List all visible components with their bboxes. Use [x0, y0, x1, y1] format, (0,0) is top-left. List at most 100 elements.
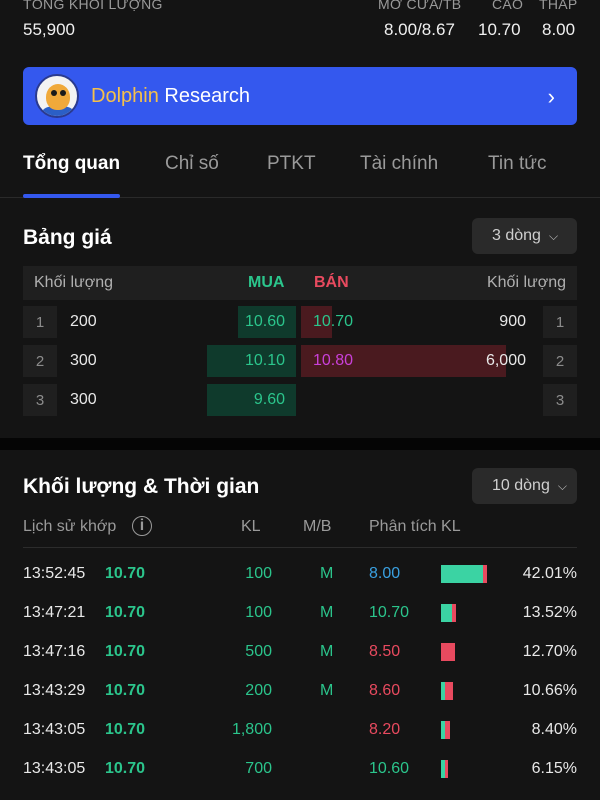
sell-header: BÁN — [314, 274, 349, 291]
ask-price[interactable]: 10.70 — [313, 313, 354, 330]
top-stats: TỔNG KHỐI LƯỢNG 55,900 MỞ CỬA/TB 8.00/8.… — [0, 0, 600, 55]
dolphin-mascot-logo — [35, 74, 79, 118]
bid-volume: 200 — [70, 313, 97, 330]
sell-share-bar — [441, 643, 455, 661]
buy-header: MUA — [248, 274, 285, 291]
buy-share-bar — [441, 604, 452, 622]
order-book-row: 1 200 10.60 10.70 900 1 — [23, 306, 577, 340]
trade-row: 13:43:29 10.70 200 M 8.60 10.66% — [23, 682, 577, 721]
ask-level-index: 2 — [543, 345, 577, 377]
bid-level-index: 3 — [23, 384, 57, 416]
order-book-rows-dropdown[interactable]: 3 dòng ⌵ — [472, 218, 577, 254]
trade-price: 10.70 — [105, 760, 146, 777]
volume-share-percent: 42.01% — [522, 565, 577, 582]
analysis-price: 10.60 — [369, 760, 410, 777]
analysis-price: 8.20 — [369, 721, 401, 738]
trade-row: 13:47:21 10.70 100 M 10.70 13.52% — [23, 604, 577, 643]
active-tab-indicator — [23, 194, 120, 198]
bid-level-index: 2 — [23, 345, 57, 377]
sell-share-bar — [445, 760, 448, 778]
mb-header: M/B — [303, 518, 332, 535]
trade-volume: 200 — [245, 682, 272, 699]
time-sales-rows-dropdown[interactable]: 10 dòng ⌵ — [472, 468, 577, 504]
order-book-title: Bảng giá — [23, 226, 112, 249]
trade-volume: 100 — [245, 604, 272, 621]
trade-time: 13:43:29 — [23, 682, 86, 699]
analysis-header: Phân tích KL — [369, 518, 461, 535]
ask-volume-header: Khối lượng — [486, 274, 566, 291]
trade-row: 13:52:45 10.70 100 M 8.00 42.01% — [23, 565, 577, 604]
trade-side: M — [320, 643, 334, 660]
ask-volume: 900 — [499, 313, 526, 330]
low-label: THẤP — [539, 0, 578, 12]
analysis-price: 8.60 — [369, 682, 401, 699]
volume-share-percent: 13.52% — [522, 604, 577, 621]
bid-depth-bar — [238, 306, 296, 338]
volume-share-percent: 12.70% — [522, 643, 577, 660]
trade-row: 13:43:05 10.70 700 10.60 6.15% — [23, 760, 577, 799]
sell-share-bar — [483, 565, 487, 583]
low-value: 8.00 — [542, 20, 576, 39]
trade-price: 10.70 — [105, 643, 146, 660]
trade-price: 10.70 — [105, 604, 146, 621]
buy-share-bar — [441, 565, 483, 583]
trade-volume: 700 — [245, 760, 272, 777]
chevron-right-icon[interactable]: › — [547, 84, 555, 109]
trade-side: M — [320, 682, 334, 699]
info-icon[interactable]: i — [132, 516, 152, 536]
bid-level-index: 1 — [23, 306, 57, 338]
tab-tin-tuc[interactable]: Tin tức — [488, 153, 547, 174]
trade-time: 13:47:21 — [23, 604, 86, 621]
trade-side: M — [320, 604, 334, 621]
chevron-down-icon: ⌵ — [548, 228, 559, 243]
ask-level-index: 3 — [543, 384, 577, 416]
ask-price[interactable]: 10.80 — [313, 352, 354, 369]
bid-price[interactable]: 10.60 — [244, 313, 285, 330]
order-book-row: 3 300 9.60 3 — [23, 384, 577, 418]
analysis-price: 8.00 — [369, 565, 401, 582]
bid-depth-bar — [207, 345, 296, 377]
tab-tai-chinh[interactable]: Tài chính — [360, 153, 439, 174]
tab-tong-quan[interactable]: Tổng quan — [23, 153, 121, 174]
high-value: 10.70 — [478, 20, 521, 39]
bid-volume: 300 — [70, 352, 97, 369]
total-volume-value: 55,900 — [23, 20, 75, 39]
order-book-rows-value: 3 dòng — [492, 227, 541, 244]
buy-share-bar — [441, 760, 445, 778]
bid-price[interactable]: 10.10 — [244, 352, 285, 369]
trade-row: 13:43:05 10.70 1,800 8.20 8.40% — [23, 721, 577, 760]
bid-volume-header: Khối lượng — [34, 274, 114, 291]
time-sales-title: Khối lượng & Thời gian — [23, 475, 260, 498]
trade-side: M — [320, 565, 334, 582]
history-header: Lịch sử khớp — [23, 518, 117, 535]
ask-depth-bar — [301, 345, 506, 377]
trade-time: 13:43:05 — [23, 760, 86, 777]
ask-level-index: 1 — [543, 306, 577, 338]
trade-price: 10.70 — [105, 565, 146, 582]
high-label: CAO — [492, 0, 524, 12]
total-volume-label: TỔNG KHỐI LƯỢNG — [23, 0, 163, 12]
order-book-row: 2 300 10.10 10.80 6,000 2 — [23, 345, 577, 379]
trade-volume: 500 — [245, 643, 272, 660]
bid-depth-bar — [207, 384, 296, 416]
sell-share-bar — [445, 721, 450, 739]
dolphin-research-banner[interactable]: Dolphin Research › — [23, 67, 577, 125]
banner-title-dolphin: Dolphin — [91, 84, 159, 107]
sell-share-bar — [445, 682, 453, 700]
analysis-price: 8.50 — [369, 643, 401, 660]
buy-share-bar — [441, 721, 445, 739]
trade-row: 13:47:16 10.70 500 M 8.50 12.70% — [23, 643, 577, 682]
banner-title: Dolphin Research — [91, 85, 250, 108]
tab-chi-so[interactable]: Chỉ số — [165, 153, 219, 174]
open-avg-value: 8.00/8.67 — [384, 20, 455, 39]
trade-time: 13:52:45 — [23, 565, 86, 582]
kl-header: KL — [241, 518, 261, 535]
trade-volume: 1,800 — [231, 721, 272, 738]
tab-ptkt[interactable]: PTKT — [267, 153, 316, 174]
bid-volume: 300 — [70, 391, 97, 408]
volume-share-percent: 6.15% — [531, 760, 577, 777]
bid-price[interactable]: 9.60 — [253, 391, 285, 408]
trade-time: 13:47:16 — [23, 643, 86, 660]
volume-share-percent: 8.40% — [531, 721, 577, 738]
trade-time: 13:43:05 — [23, 721, 86, 738]
